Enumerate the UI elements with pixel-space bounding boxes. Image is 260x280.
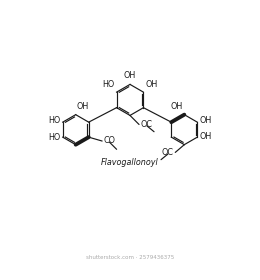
Text: OC: OC (141, 120, 153, 129)
Text: OH: OH (77, 102, 89, 111)
Text: shutterstock.com · 2579436375: shutterstock.com · 2579436375 (86, 255, 174, 260)
Text: OC: OC (162, 148, 174, 157)
Text: HO: HO (48, 133, 60, 142)
Text: OH: OH (146, 80, 158, 89)
Text: HO: HO (48, 116, 60, 125)
Text: CO: CO (103, 136, 115, 144)
Text: Flavogallonoyl: Flavogallonoyl (101, 158, 159, 167)
Text: OH: OH (171, 102, 183, 111)
Text: OH: OH (124, 71, 136, 80)
Text: HO: HO (102, 80, 114, 89)
Text: OH: OH (200, 116, 212, 125)
Text: OH: OH (200, 132, 212, 141)
